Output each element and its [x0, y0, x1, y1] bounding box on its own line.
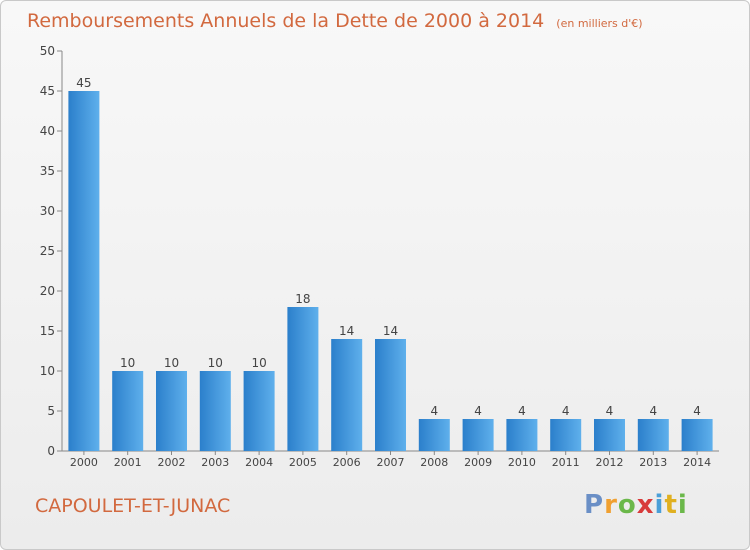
- logo-letter: i: [654, 490, 665, 520]
- y-tick-label: 0: [47, 444, 55, 458]
- bar-2001: [112, 371, 144, 451]
- data-label: 4: [562, 404, 570, 418]
- y-tick-label: 30: [40, 204, 55, 218]
- bar-2002: [156, 371, 187, 451]
- x-tick-label: 2001: [114, 456, 142, 469]
- chart-title-text: Remboursements Annuels de la Dette de 20…: [27, 10, 545, 32]
- logo-letter: o: [617, 490, 637, 520]
- proxiti-logo: Proxiti: [584, 490, 688, 520]
- commune-name: CAPOULET-ET-JUNAC: [35, 495, 231, 517]
- x-tick-label: 2003: [201, 456, 229, 469]
- logo-letter: i: [677, 490, 688, 520]
- data-label: 4: [518, 404, 526, 418]
- logo-letter: t: [664, 490, 678, 520]
- data-label: 10: [120, 356, 135, 370]
- bar-2009: [462, 419, 494, 451]
- bar-2011: [550, 419, 582, 451]
- data-label: 4: [474, 404, 482, 418]
- x-tick-label: 2005: [289, 456, 317, 469]
- bar-2010: [506, 419, 538, 451]
- logo-letter: P: [584, 490, 605, 520]
- data-label: 10: [208, 356, 223, 370]
- y-tick-label: 10: [40, 364, 55, 378]
- y-tick-label: 40: [40, 124, 55, 138]
- chart-title: Remboursements Annuels de la Dette de 20…: [27, 10, 643, 32]
- y-tick-label: 35: [40, 164, 55, 178]
- data-label: 14: [383, 324, 398, 338]
- bar-2014: [681, 419, 713, 451]
- x-tick-label: 2006: [333, 456, 361, 469]
- data-label: 4: [430, 404, 438, 418]
- x-tick-label: 2009: [464, 456, 492, 469]
- bar-2006: [331, 339, 363, 451]
- data-label: 4: [649, 404, 657, 418]
- bar-2012: [594, 419, 625, 451]
- bar-2003: [199, 371, 231, 451]
- bar-2008: [418, 419, 450, 451]
- bar-2000: [68, 91, 100, 451]
- bar-2004: [243, 371, 275, 451]
- y-tick-label: 50: [40, 44, 55, 58]
- data-label: 4: [606, 404, 614, 418]
- y-tick-label: 45: [40, 84, 55, 98]
- x-tick-label: 2012: [596, 456, 624, 469]
- bar-2007: [375, 339, 406, 451]
- x-tick-label: 2004: [245, 456, 273, 469]
- logo-letter: r: [604, 490, 618, 520]
- bar-2013: [637, 419, 669, 451]
- data-label: 10: [164, 356, 179, 370]
- y-tick-label: 15: [40, 324, 55, 338]
- bar-2005: [287, 307, 319, 451]
- y-tick-label: 20: [40, 284, 55, 298]
- data-label: 45: [76, 76, 91, 90]
- x-tick-label: 2007: [377, 456, 405, 469]
- data-label: 10: [251, 356, 266, 370]
- chart-subtitle: (en milliers d'€): [556, 17, 643, 30]
- data-label: 14: [339, 324, 354, 338]
- x-tick-label: 2002: [158, 456, 186, 469]
- data-label: 18: [295, 292, 310, 306]
- y-tick-label: 25: [40, 244, 55, 258]
- x-tick-label: 2000: [70, 456, 98, 469]
- data-label: 4: [693, 404, 701, 418]
- y-tick-label: 5: [47, 404, 55, 418]
- x-tick-label: 2014: [683, 456, 711, 469]
- x-tick-label: 2008: [420, 456, 448, 469]
- logo-letter: x: [636, 490, 655, 520]
- x-tick-label: 2010: [508, 456, 536, 469]
- x-tick-label: 2013: [639, 456, 667, 469]
- x-tick-label: 2011: [552, 456, 580, 469]
